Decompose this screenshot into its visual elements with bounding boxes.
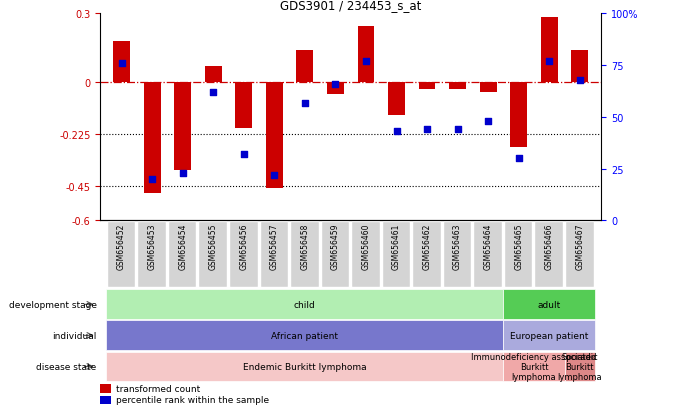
Text: adult: adult [538, 300, 561, 309]
FancyBboxPatch shape [230, 222, 258, 288]
Text: GSM656464: GSM656464 [484, 223, 493, 269]
Text: GSM656463: GSM656463 [453, 223, 462, 269]
Point [482, 119, 493, 125]
Bar [541, 18, 558, 83]
Bar [100, 385, 111, 393]
Text: African patient: African patient [272, 331, 339, 340]
Text: GSM656452: GSM656452 [117, 223, 126, 269]
Text: child: child [294, 300, 316, 309]
Bar [419, 83, 435, 90]
Bar [205, 67, 222, 83]
Text: GSM656453: GSM656453 [148, 223, 157, 269]
Point [208, 90, 219, 96]
Bar [266, 83, 283, 189]
FancyBboxPatch shape [200, 222, 227, 288]
Text: percentile rank within the sample: percentile rank within the sample [116, 396, 269, 404]
Point [544, 59, 555, 65]
FancyBboxPatch shape [504, 320, 595, 350]
Text: GSM656456: GSM656456 [239, 223, 248, 269]
Text: GSM656467: GSM656467 [576, 223, 585, 269]
Title: GDS3901 / 234453_s_at: GDS3901 / 234453_s_at [280, 0, 422, 12]
FancyBboxPatch shape [475, 222, 502, 288]
Bar [571, 51, 588, 83]
Text: disease state: disease state [37, 362, 97, 371]
Text: GSM656462: GSM656462 [423, 223, 432, 269]
FancyBboxPatch shape [291, 222, 319, 288]
Bar [113, 42, 130, 83]
Text: GSM656466: GSM656466 [545, 223, 553, 269]
FancyBboxPatch shape [108, 222, 135, 288]
Point [513, 156, 524, 162]
Bar [357, 27, 375, 83]
Bar [174, 83, 191, 171]
Bar [144, 83, 160, 193]
FancyBboxPatch shape [505, 222, 533, 288]
Text: GSM656461: GSM656461 [392, 223, 401, 269]
Text: transformed count: transformed count [116, 385, 200, 393]
FancyBboxPatch shape [106, 352, 504, 382]
Point [269, 172, 280, 179]
Point [391, 129, 402, 135]
FancyBboxPatch shape [106, 320, 504, 350]
Point [452, 127, 463, 133]
Bar [388, 83, 405, 115]
Text: European patient: European patient [510, 331, 589, 340]
Text: GSM656455: GSM656455 [209, 223, 218, 269]
FancyBboxPatch shape [138, 222, 166, 288]
Point [299, 100, 310, 107]
Text: individual: individual [53, 331, 97, 340]
Text: GSM656458: GSM656458 [301, 223, 310, 269]
FancyBboxPatch shape [566, 222, 594, 288]
Text: Endemic Burkitt lymphoma: Endemic Burkitt lymphoma [243, 362, 367, 371]
FancyBboxPatch shape [352, 222, 379, 288]
Point [177, 170, 188, 177]
FancyBboxPatch shape [169, 222, 196, 288]
Text: development stage: development stage [9, 300, 97, 309]
FancyBboxPatch shape [106, 290, 504, 320]
Point [422, 127, 433, 133]
FancyBboxPatch shape [444, 222, 471, 288]
Text: Sporadic
Burkitt
lymphoma: Sporadic Burkitt lymphoma [558, 352, 602, 381]
Bar [480, 83, 497, 93]
FancyBboxPatch shape [383, 222, 410, 288]
Point [238, 152, 249, 158]
Point [574, 77, 585, 84]
Bar [449, 83, 466, 90]
Bar [236, 83, 252, 129]
Bar [100, 396, 111, 404]
Text: GSM656465: GSM656465 [514, 223, 523, 269]
Text: GSM656457: GSM656457 [269, 223, 278, 269]
Point [146, 176, 158, 183]
Text: Immunodeficiency associated
Burkitt
lymphoma: Immunodeficiency associated Burkitt lymp… [471, 352, 597, 381]
FancyBboxPatch shape [565, 352, 595, 382]
FancyBboxPatch shape [504, 290, 595, 320]
FancyBboxPatch shape [504, 352, 565, 382]
Point [361, 59, 372, 65]
Text: GSM656460: GSM656460 [361, 223, 370, 269]
FancyBboxPatch shape [261, 222, 288, 288]
Point [116, 61, 127, 67]
Bar [510, 83, 527, 147]
Point [330, 81, 341, 88]
FancyBboxPatch shape [413, 222, 441, 288]
Text: GSM656459: GSM656459 [331, 223, 340, 269]
FancyBboxPatch shape [536, 222, 563, 288]
Bar [296, 51, 313, 83]
Bar [327, 83, 344, 95]
Text: GSM656454: GSM656454 [178, 223, 187, 269]
FancyBboxPatch shape [322, 222, 349, 288]
